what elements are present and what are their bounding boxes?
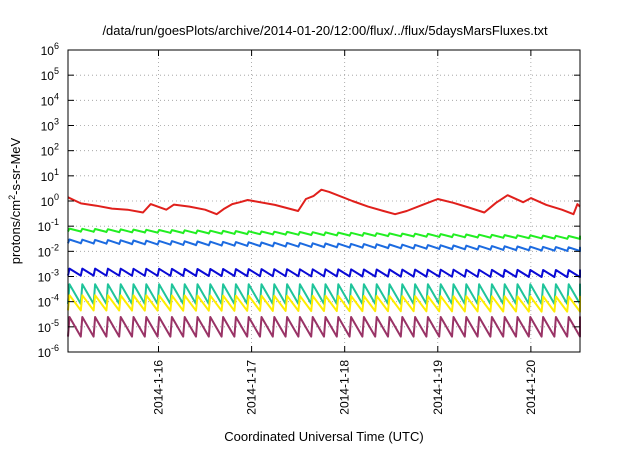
y-tick-label-base: 10 [41, 120, 55, 134]
y-tick-label-base: 10 [38, 346, 52, 360]
y-tick-label-exponent: -1 [51, 217, 59, 227]
y-axis-label: protons/cm2-s-sr-MeV [7, 137, 23, 264]
y-tick-label: 10-3 [38, 268, 59, 285]
y-tick-label-exponent: -4 [51, 293, 59, 303]
x-axis-ticks: 2014-1-16 2014-1-17 2014-1-18 2014-1-19 2014… [152, 50, 538, 415]
y-tick-label: 100 [41, 192, 59, 209]
y-tick-label-base: 10 [41, 44, 55, 58]
y-tick-label-base: 10 [38, 271, 52, 285]
y-tick-label-base: 10 [38, 296, 52, 310]
y-tick-label: 10-4 [38, 293, 59, 310]
y-tick-label-base: 10 [41, 94, 55, 108]
series-line-3 [67, 238, 581, 253]
x-tick-label: 2014-1-16 [152, 360, 166, 415]
y-tick-label: 10-2 [38, 242, 59, 259]
y-axis-label-base: protons/cm [8, 200, 23, 264]
chart-title: /data/run/goesPlots/archive/2014-01-20/1… [102, 23, 548, 38]
series-line-6 [67, 294, 581, 313]
y-tick-label-base: 10 [38, 220, 52, 234]
y-tick-label: 103 [41, 117, 59, 134]
y-tick-label-exponent: 4 [54, 91, 59, 101]
y-tick-label-base: 10 [41, 170, 55, 184]
x-tick-label: 2014-1-17 [245, 360, 259, 415]
y-tick-label: 10-6 [38, 343, 59, 360]
y-axis-label-rest: -s-sr-MeV [8, 137, 23, 194]
x-tick-label: 2014-1-20 [524, 360, 538, 415]
y-tick-label-base: 10 [38, 321, 52, 335]
y-tick-label-exponent: -5 [51, 318, 59, 328]
y-axis-label-sup: 2 [7, 195, 17, 200]
y-axis-ticks: 10-610-510-410-310-210-11001011021031041… [38, 41, 580, 360]
series-line-7 [67, 316, 581, 338]
y-tick-label: 10-5 [38, 318, 59, 335]
y-tick-label-exponent: -6 [51, 343, 59, 353]
y-tick-label-base: 10 [41, 195, 55, 209]
x-axis-label: Coordinated Universal Time (UTC) [224, 429, 423, 444]
y-tick-label-exponent: 6 [54, 41, 59, 51]
y-tick-label-base: 10 [41, 145, 55, 159]
y-tick-label-exponent: 2 [54, 142, 59, 152]
series-line-1 [67, 188, 581, 216]
y-tick-label: 106 [41, 41, 59, 58]
y-tick-label-exponent: 5 [54, 66, 59, 76]
series-line-4 [67, 267, 581, 279]
y-tick-label-exponent: -2 [51, 242, 59, 252]
y-tick-label: 101 [41, 167, 59, 184]
y-tick-label-base: 10 [41, 69, 55, 83]
series-group [67, 188, 581, 338]
y-tick-label: 104 [41, 91, 59, 108]
x-tick-label: 2014-1-18 [338, 360, 352, 415]
y-tick-label-exponent: 3 [54, 117, 59, 127]
y-tick-label-exponent: -3 [51, 268, 59, 278]
y-tick-label: 105 [41, 66, 59, 83]
series-line-2 [67, 227, 581, 241]
y-tick-label: 10-1 [38, 217, 59, 234]
y-tick-label: 102 [41, 142, 59, 159]
y-tick-label-exponent: 0 [54, 192, 59, 202]
y-tick-label-exponent: 1 [54, 167, 59, 177]
x-tick-label: 2014-1-19 [431, 360, 445, 415]
y-tick-label-base: 10 [38, 245, 52, 259]
